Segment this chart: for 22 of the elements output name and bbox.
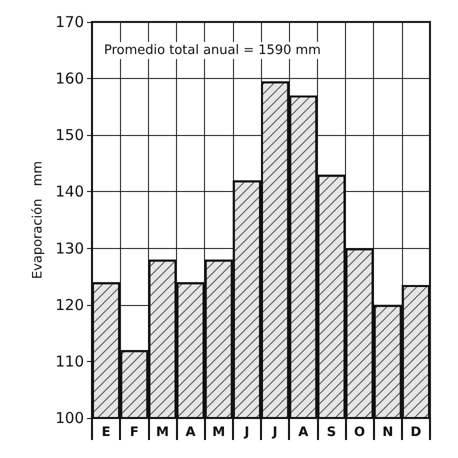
x-tick-label: N bbox=[382, 425, 394, 440]
y-tick-label: 150 bbox=[55, 126, 84, 144]
annotation: Promedio total anual = 1590 mm bbox=[104, 43, 321, 58]
x-tick-label: A bbox=[186, 425, 196, 440]
y-tick-label: 120 bbox=[55, 296, 84, 314]
x-tick-label: A bbox=[298, 425, 308, 440]
y-tick-label: 100 bbox=[55, 409, 84, 427]
y-tick-label: 110 bbox=[55, 352, 84, 370]
x-tick-label: E bbox=[102, 425, 111, 440]
x-tick-label: J bbox=[243, 425, 250, 440]
x-tick-label: F bbox=[130, 425, 139, 440]
y-tick-label: 140 bbox=[55, 182, 84, 201]
x-tick-label: S bbox=[326, 425, 336, 440]
y-tick-label: 130 bbox=[55, 239, 84, 258]
y-tick-label: 160 bbox=[55, 70, 84, 88]
x-tick-label: M bbox=[156, 425, 169, 440]
y-tick-label: 170 bbox=[55, 13, 84, 31]
x-tick-label: O bbox=[354, 425, 366, 440]
x-tick-label: M bbox=[212, 425, 226, 440]
x-tick-label: D bbox=[410, 425, 422, 440]
x-tick-label: J bbox=[272, 425, 278, 440]
y-axis-title: Evaporación mm bbox=[30, 160, 46, 280]
